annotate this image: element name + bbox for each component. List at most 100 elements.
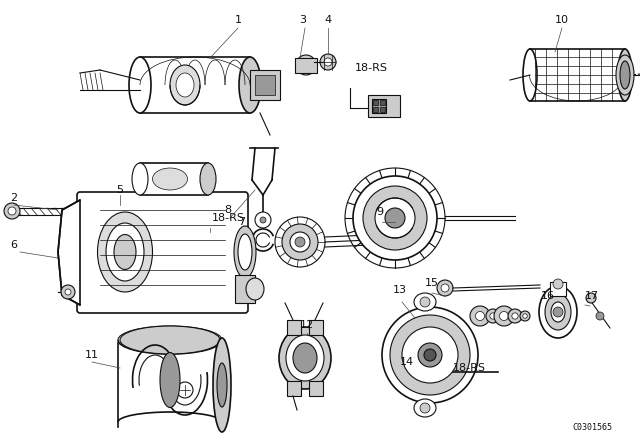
Ellipse shape: [152, 168, 188, 190]
Bar: [309, 381, 323, 396]
Circle shape: [290, 232, 310, 252]
Circle shape: [441, 284, 449, 292]
Circle shape: [586, 293, 596, 303]
Ellipse shape: [217, 363, 227, 407]
Bar: [250, 70, 280, 100]
Circle shape: [61, 285, 75, 299]
Ellipse shape: [97, 212, 152, 292]
Ellipse shape: [129, 57, 151, 113]
Text: 5: 5: [116, 185, 124, 195]
Ellipse shape: [238, 234, 252, 270]
Circle shape: [8, 207, 16, 215]
Circle shape: [508, 309, 522, 323]
Text: 14: 14: [400, 357, 414, 367]
Bar: [205, 232, 235, 257]
Bar: [208, 235, 232, 254]
Bar: [309, 320, 323, 335]
Bar: [295, 58, 317, 73]
Circle shape: [375, 198, 415, 238]
Ellipse shape: [286, 335, 324, 381]
Ellipse shape: [246, 278, 264, 300]
Circle shape: [353, 176, 437, 260]
Circle shape: [177, 382, 193, 398]
Circle shape: [65, 289, 71, 295]
Ellipse shape: [200, 163, 216, 195]
Polygon shape: [58, 200, 80, 305]
Ellipse shape: [414, 293, 436, 311]
Bar: [140, 163, 208, 195]
Ellipse shape: [170, 65, 200, 105]
Circle shape: [523, 314, 527, 318]
Circle shape: [295, 237, 305, 247]
Bar: [373, 107, 378, 112]
Text: 16: 16: [541, 291, 555, 301]
Bar: [380, 100, 385, 105]
Ellipse shape: [176, 73, 194, 97]
Bar: [550, 282, 566, 296]
Circle shape: [402, 327, 458, 383]
Text: 8: 8: [225, 205, 232, 215]
Circle shape: [596, 312, 604, 320]
Text: 4: 4: [324, 15, 332, 25]
FancyBboxPatch shape: [77, 192, 248, 313]
Text: 6: 6: [10, 240, 17, 250]
Circle shape: [385, 208, 405, 228]
Circle shape: [499, 311, 509, 320]
Circle shape: [390, 315, 470, 395]
Ellipse shape: [545, 294, 571, 330]
Circle shape: [437, 280, 453, 296]
Text: 1: 1: [234, 15, 241, 25]
Circle shape: [282, 224, 318, 260]
Text: 12: 12: [300, 320, 314, 330]
Text: 3: 3: [300, 15, 307, 25]
Text: 9: 9: [376, 207, 383, 217]
Circle shape: [382, 307, 478, 403]
Text: 10: 10: [555, 15, 569, 25]
Circle shape: [255, 212, 271, 228]
Circle shape: [424, 349, 436, 361]
Ellipse shape: [213, 338, 231, 432]
Circle shape: [301, 60, 311, 70]
Ellipse shape: [616, 55, 634, 95]
Ellipse shape: [279, 327, 331, 389]
Ellipse shape: [239, 57, 261, 113]
Ellipse shape: [132, 163, 148, 195]
Text: 18-RS: 18-RS: [453, 363, 486, 373]
Circle shape: [418, 343, 442, 367]
Text: 13: 13: [393, 285, 407, 295]
Circle shape: [296, 55, 316, 75]
Circle shape: [512, 313, 518, 319]
Circle shape: [553, 307, 563, 317]
Text: 18-RS: 18-RS: [355, 63, 388, 73]
Circle shape: [363, 186, 427, 250]
Bar: [530, 49, 625, 101]
Ellipse shape: [234, 226, 256, 278]
Ellipse shape: [106, 223, 144, 281]
Bar: [368, 95, 400, 117]
Circle shape: [553, 279, 563, 289]
Bar: [235, 275, 255, 303]
Ellipse shape: [160, 353, 180, 408]
Text: 17: 17: [585, 291, 599, 301]
Bar: [372, 99, 386, 113]
Bar: [380, 107, 385, 112]
Bar: [255, 75, 275, 95]
Bar: [140, 57, 250, 113]
Ellipse shape: [620, 61, 630, 89]
Bar: [373, 100, 378, 105]
Bar: [287, 320, 301, 335]
Text: 2: 2: [10, 193, 17, 203]
Text: C0301565: C0301565: [572, 423, 612, 432]
Circle shape: [494, 306, 514, 326]
Circle shape: [420, 297, 430, 307]
Ellipse shape: [523, 49, 537, 101]
Circle shape: [486, 309, 500, 323]
Ellipse shape: [539, 286, 577, 338]
Ellipse shape: [114, 234, 136, 270]
Text: 7: 7: [239, 217, 246, 227]
Circle shape: [470, 306, 490, 326]
Circle shape: [520, 311, 530, 321]
Ellipse shape: [414, 399, 436, 417]
Ellipse shape: [120, 326, 220, 354]
Circle shape: [420, 403, 430, 413]
